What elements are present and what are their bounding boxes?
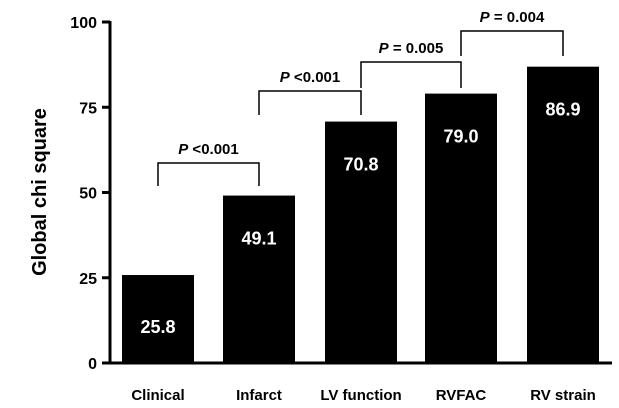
p-value-text: <0.001: [188, 141, 238, 158]
x-tick-label: RVFAC: [436, 387, 487, 404]
p-bracket: [157, 162, 260, 186]
p-value-label: P = 0.004: [480, 9, 545, 26]
x-tick-label: LV function: [320, 387, 401, 404]
bar-value-label: 86.9: [545, 100, 580, 120]
bar-1: [223, 195, 295, 363]
bar-value-label: 70.8: [343, 155, 378, 175]
bar-value-label: 79.0: [443, 127, 478, 147]
bars: 25.8 49.1 70.8 79.0 86.9: [122, 66, 599, 364]
p-bracket: [360, 61, 462, 88]
p-bracket: [258, 90, 362, 115]
p-value-label: P = 0.005: [379, 40, 444, 57]
p-symbol: P: [379, 40, 390, 57]
bar-value-label: 25.8: [140, 317, 175, 337]
y-tick-label: 25: [79, 271, 97, 288]
x-tick-label: RV strain: [530, 387, 596, 404]
bar-0: [122, 275, 194, 363]
x-tick-label: Infarct: [236, 387, 282, 404]
p-symbol: P: [280, 69, 291, 86]
y-tick-label: 50: [79, 186, 97, 203]
x-tick-label: Clinical: [131, 387, 184, 404]
y-tick-label: 0: [88, 356, 97, 373]
bar-value-label: 49.1: [241, 229, 276, 249]
y-tick-label: 75: [79, 100, 97, 117]
p-value-text: = 0.004: [490, 9, 545, 26]
bar-2: [325, 121, 397, 364]
p-symbol: P: [178, 141, 189, 158]
p-symbol: P: [480, 9, 491, 26]
p-value-label: P <0.001: [178, 141, 238, 158]
p-value-text: <0.001: [290, 69, 340, 86]
p-value-text: = 0.005: [389, 40, 444, 57]
p-value-label: P <0.001: [280, 69, 340, 86]
bar-3: [425, 93, 497, 364]
y-axis-label: Global chi square: [29, 108, 51, 276]
p-bracket: [460, 30, 564, 56]
bar-4: [527, 66, 599, 364]
y-tick-label: 100: [70, 15, 97, 32]
